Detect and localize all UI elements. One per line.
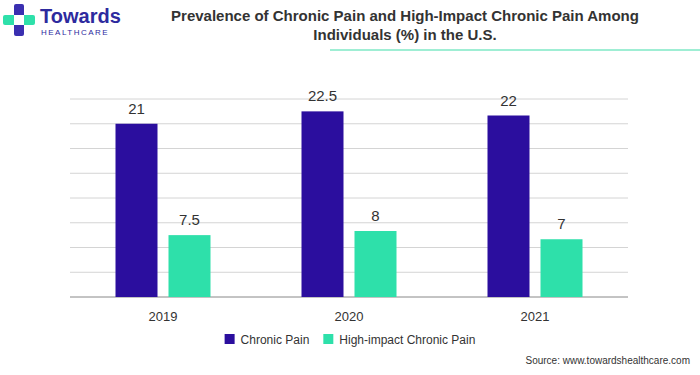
legend: Chronic Pain High-impact Chronic Pain bbox=[225, 333, 476, 347]
chart: TowardsHEALTHCARE Source: www.towardsheal… bbox=[0, 0, 700, 375]
chart-title: Prevalence of Chronic Pain and High-Impa… bbox=[155, 6, 655, 44]
bar bbox=[116, 124, 158, 297]
logo-icon bbox=[3, 15, 35, 25]
data-label: 21 bbox=[128, 100, 145, 117]
data-label: 22.5 bbox=[308, 87, 337, 104]
title-rule bbox=[330, 49, 700, 51]
legend-swatch bbox=[323, 334, 333, 344]
bar bbox=[355, 231, 397, 297]
logo: TowardsHEALTHCARE bbox=[3, 4, 121, 37]
logo-subtext: HEALTHCARE bbox=[41, 28, 109, 37]
data-label: 8 bbox=[371, 207, 379, 224]
bar bbox=[541, 239, 583, 297]
x-tick-label: 2021 bbox=[521, 309, 550, 324]
data-label: 22 bbox=[500, 92, 517, 109]
bars bbox=[116, 111, 583, 297]
grid-line bbox=[70, 99, 628, 100]
logo-text: Towards bbox=[40, 5, 121, 27]
data-label: 7.5 bbox=[179, 211, 200, 228]
x-tick-label: 2019 bbox=[149, 309, 178, 324]
bar bbox=[488, 116, 530, 298]
legend-swatch bbox=[225, 334, 235, 344]
logo-icon bbox=[14, 4, 24, 36]
bar bbox=[169, 235, 211, 297]
x-tick-label: 2020 bbox=[335, 309, 364, 324]
legend-label: High-impact Chronic Pain bbox=[339, 333, 475, 347]
data-label: 7 bbox=[557, 215, 565, 232]
logo-icon bbox=[14, 15, 24, 25]
data-labels: 21 7.5 22.5 8 22 7 bbox=[128, 87, 566, 232]
source-note: Source: www.towardshealthcare.com bbox=[525, 355, 690, 366]
bar bbox=[302, 111, 344, 297]
legend-label: Chronic Pain bbox=[241, 333, 310, 347]
